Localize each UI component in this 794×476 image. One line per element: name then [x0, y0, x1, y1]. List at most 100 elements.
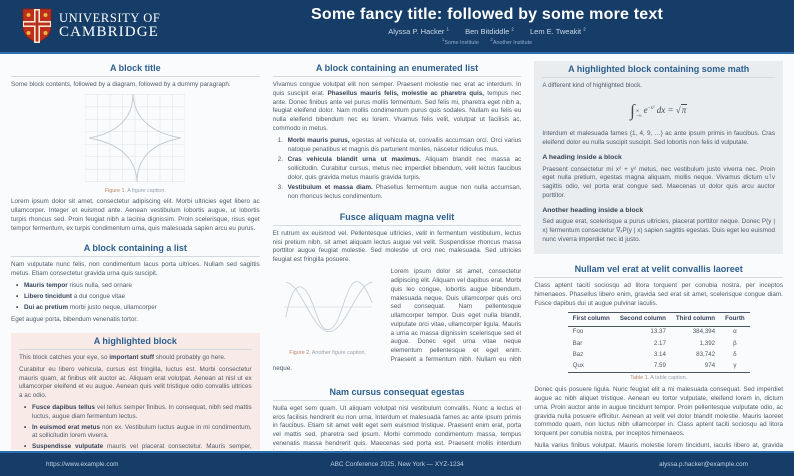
block-nam-cursus: Nam cursus consequat egestas Nulla eget … [272, 385, 522, 450]
gaussian-integral-equation: ∫ ∞ −∞ e−x² dx = √π [630, 100, 688, 120]
paragraph: Eget augue porta, bibendum venenatis tor… [11, 315, 138, 323]
table-row: Bar 2.17 1,392 β [568, 338, 750, 349]
bullet-list: Fusce dapibus tellus vel tellus semper f… [19, 404, 252, 450]
table-row: Qux 7.59 974 γ [567, 360, 750, 374]
paragraph: Sed augue erat, scelerisque a purus ultr… [542, 218, 776, 243]
paragraph: Nam vulputate nunc felis, non condimentu… [11, 261, 260, 278]
block-table: Nullam vel erat at velit convallis laore… [534, 262, 784, 450]
poster-header: UNIVERSITY OF CAMBRIDGE Some fancy title… [0, 0, 794, 54]
block-heading: A block containing a list [11, 241, 260, 258]
paragraph: Nulla varius finibus volutpat. Mauris mo… [534, 442, 784, 450]
paragraph: Vivamus congue volutpat elit non semper.… [272, 81, 522, 132]
cambridge-logotype: UNIVERSITY OF CAMBRIDGE [59, 12, 160, 40]
block-heading: Nullam vel erat at velit convallis laore… [534, 262, 784, 279]
logo-line2: CAMBRIDGE [59, 23, 159, 40]
list-item: 2. Cras vehicula blandit urna ut maximus.… [277, 156, 522, 181]
block-heading: A highlighted block containing some math [542, 62, 776, 78]
table-cell: 3.14 [653, 351, 666, 359]
block-highlighted-math: A highlighted block containing some math… [534, 61, 784, 255]
table-cell: γ [720, 360, 750, 374]
list-item: 3. Vestibulum et massa diam. Phasellus fe… [277, 184, 522, 201]
paragraph: This block catches your eye, so importan… [19, 353, 226, 361]
block-heading: A highlighted block [19, 334, 252, 350]
enumerated-list: 1. Morbi mauris purus, egestas at vehicul… [273, 137, 522, 202]
paragraph: Praesent consectetur mi x² + y² metus, n… [542, 165, 776, 199]
table-header-row: First column Second column Third column … [567, 312, 750, 327]
institute: 2Another Institute [490, 37, 533, 47]
paragraph: Class aptent taciti sociosqu ad litora t… [534, 282, 784, 307]
figure-caption: Figure 1. A figure caption. [104, 187, 166, 194]
table-cell: 1,392 [699, 339, 716, 347]
paragraph: Nulla eget sem quam. Ut aliquam volutpat… [272, 404, 522, 450]
institute-list: 1Some Institute 2Another Institute [190, 37, 784, 46]
block-a-block-title: A block title Some block contents, follo… [11, 61, 260, 233]
footer-email-link[interactable]: alyssa.p.hacker@example.com [659, 461, 748, 468]
in-block-heading: Another heading inside a block [542, 206, 644, 214]
institute: 1Some Institute [441, 37, 479, 47]
footer-conference-info: ABC Conference 2025, New York — XYZ-1234 [330, 461, 464, 468]
table-row: Foo 13.37 384,394 α [568, 327, 750, 339]
author: Ben Bitdiddle 2 [465, 26, 514, 37]
results-table: First column Second column Third column … [567, 312, 750, 374]
column-2: A block containing an enumerated list Vi… [272, 61, 522, 450]
block-list: A block containing a list Nam vulputate … [11, 241, 260, 324]
block-enumerated-list: A block containing an enumerated list Vi… [272, 61, 522, 202]
paragraph: Some block contents, followed by a diagr… [11, 81, 231, 88]
list-item: Mauris tempor risus nulla, sed ornare [16, 282, 260, 291]
column-header: Second column [614, 312, 671, 327]
list-item: In euismod erat metus non ex. Vestibulum… [24, 424, 252, 442]
block-heading: Fusce aliquam magna velit [272, 210, 522, 226]
table-cell: 2.17 [653, 339, 666, 347]
author-list: Alyssa P. Hacker 1 Ben Bitdiddle 2 Lem E… [190, 27, 784, 37]
list-item: Fusce dapibus tellus vel tellus semper f… [24, 404, 252, 422]
column-1: A block title Some block contents, follo… [11, 61, 260, 450]
cambridge-shield-icon [22, 8, 52, 44]
list-item: 1. Morbi mauris purus, egestas at vehicul… [277, 137, 522, 153]
author: Lem E. Tweakit 2 [530, 26, 586, 37]
list-item: Libero tincidunt a dui congue vitae [16, 293, 260, 302]
table-cell: β [733, 339, 737, 347]
block-heading: Nam cursus consequat egestas [272, 385, 522, 401]
paragraph: Curabitur eu libero vehicula, cursus est… [19, 365, 252, 400]
list-item: Dui ac pretium morbi justo neque, ullamc… [16, 304, 260, 313]
poster-title: Some fancy title: followed by some more … [311, 5, 663, 23]
header-title-area: Some fancy title: followed by some more … [190, 6, 794, 46]
paragraph: Lorem ipsum dolor sit amet, consectetur … [11, 198, 260, 232]
footer-website-link[interactable]: https://www.example.com [46, 461, 119, 468]
block-heading: A block title [11, 61, 260, 77]
table-cell: 974 [670, 360, 721, 374]
column-3: A highlighted block containing some math… [534, 61, 784, 450]
in-block-heading: A heading inside a block [542, 153, 622, 161]
cambridge-logo: UNIVERSITY OF CAMBRIDGE [0, 8, 190, 44]
paragraph: Interdum et malesuada fames {1, 4, 9, …}… [542, 130, 776, 146]
table-cell: Bar [572, 339, 583, 347]
paragraph: Lorem ipsum dolor sit amet, consectetur … [272, 268, 522, 372]
column-header: Fourth [720, 312, 750, 327]
table-row: Baz 3.14 83,742 δ [568, 350, 750, 361]
paragraph: A different kind of highlighted block. [542, 82, 643, 89]
table-cell: 7.59 [614, 360, 671, 374]
table-cell: Foo [572, 328, 584, 336]
block-highlighted: A highlighted block This block catches y… [11, 332, 260, 450]
paragraph: Donec quis posuere ligula. Nunc feugiat … [534, 386, 784, 438]
sine-figure: Figure 2. Another figure caption. [273, 270, 383, 360]
column-header: First column [567, 312, 615, 327]
paragraph: Et rutrum ex euismod vel. Pellentesque u… [272, 229, 522, 264]
bullet-list: Mauris tempor risus nulla, sed ornare Li… [11, 282, 260, 312]
table-cell: Baz [572, 351, 584, 359]
table-caption: Table 1. A table caption. [630, 375, 688, 382]
poster-body: A block title Some block contents, follo… [0, 54, 794, 450]
block-heading: A block containing an enumerated list [272, 61, 522, 77]
table-cell: α [733, 328, 737, 336]
logo-line1: UNIVERSITY OF [59, 11, 161, 26]
block-fusce-aliquam: Fusce aliquam magna velit Et rutrum ex e… [272, 210, 522, 377]
table-cell: δ [733, 351, 737, 359]
table-cell: 83,742 [696, 351, 716, 359]
figure-caption: Figure 2. Another figure caption. [289, 350, 367, 357]
list-item: Suspendisse vulputate mauris vel placera… [24, 443, 252, 450]
table-cell: 384,394 [692, 328, 716, 336]
star-figure [11, 93, 260, 186]
table-cell: 13.37 [650, 328, 666, 336]
table-cell: Qux [567, 360, 615, 374]
